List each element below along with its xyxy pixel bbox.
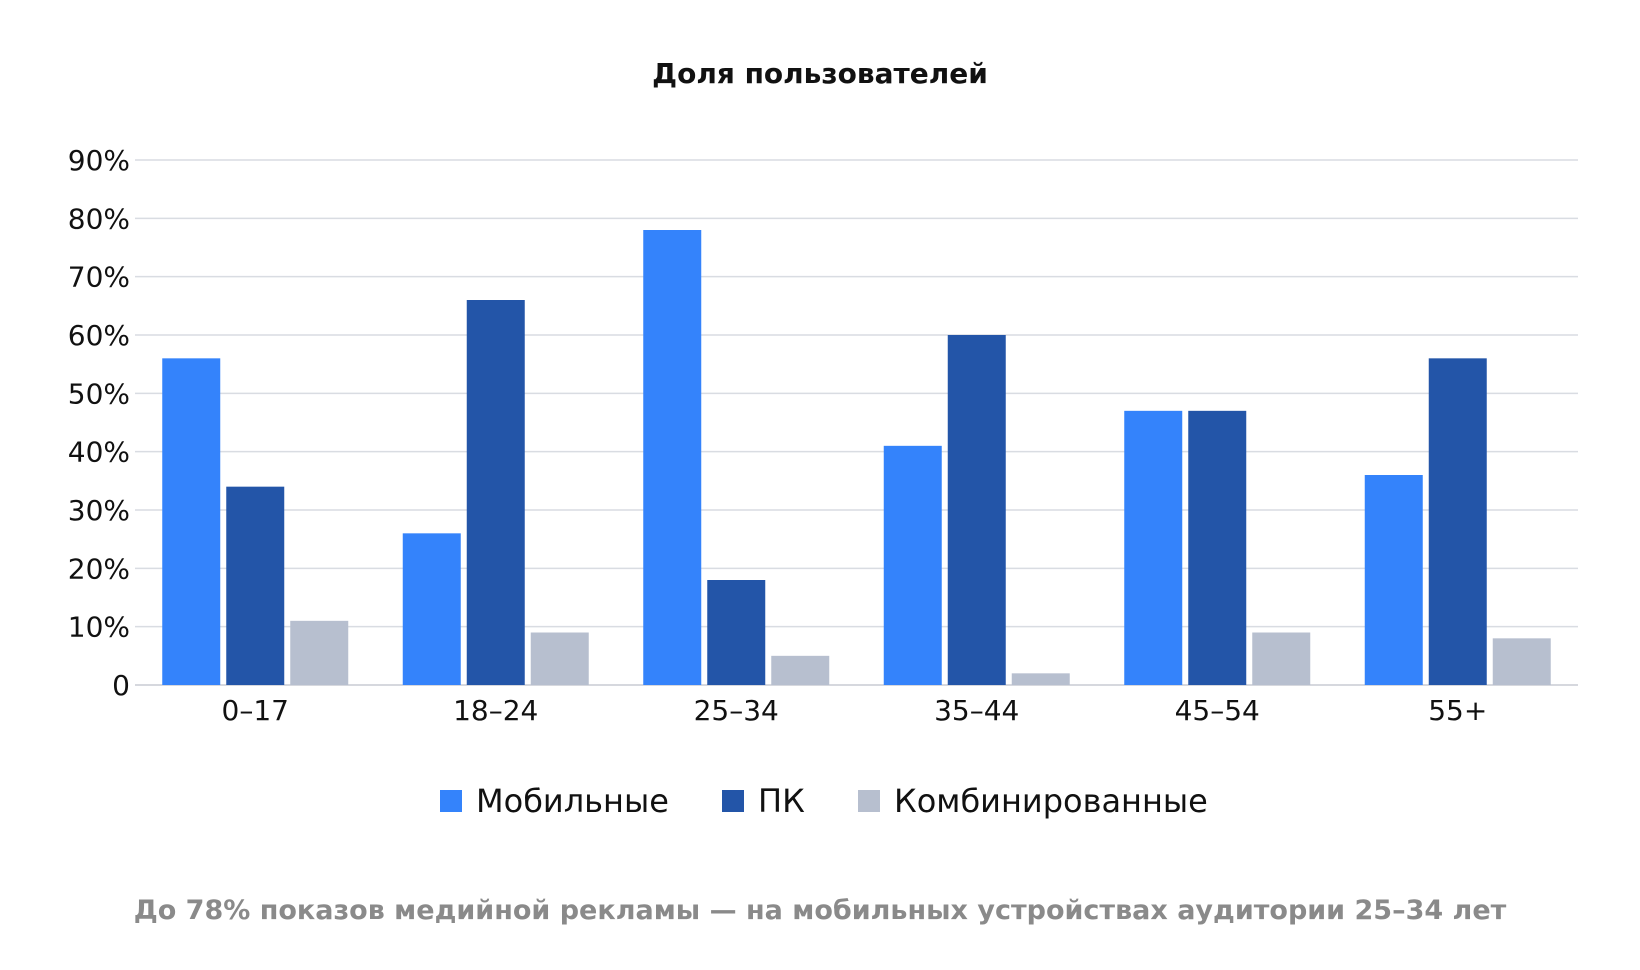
bar-3-5 [1252, 632, 1311, 685]
bar-3-6 [1492, 638, 1551, 685]
x-tick-label: 25–34 [694, 694, 779, 727]
x-tick-label: 35–44 [934, 694, 1019, 727]
chart-title: Доля пользователей [652, 57, 988, 90]
legend: Мобильные ПК Комбинированные [440, 782, 1208, 820]
bar-1-4 [883, 445, 942, 685]
y-tick-label: 30% [68, 494, 130, 527]
y-tick-label: 90% [68, 144, 130, 177]
bar-2-1 [226, 486, 285, 685]
legend-label: Мобильные [476, 782, 669, 820]
gridlines [135, 159, 1578, 686]
x-tick-label: 18–24 [453, 694, 538, 727]
footnote: До 78% показов медийной рекламы — на моб… [133, 895, 1507, 926]
bar-2-2 [466, 300, 525, 685]
y-tick-label: 0 [112, 669, 130, 702]
y-tick-label: 70% [68, 261, 130, 294]
x-tick-label: 45–54 [1175, 694, 1260, 727]
bar-1-2 [402, 533, 461, 685]
y-tick-label: 10% [68, 611, 130, 644]
y-tick-label: 60% [68, 319, 130, 352]
bar-3-1 [290, 620, 349, 685]
bar-2-5 [1188, 410, 1247, 685]
bar-3-2 [530, 632, 589, 685]
y-axis-ticks: 0 10% 20% 30% 40% 50% 60% 70% 80% 90% [68, 144, 130, 702]
y-tick-label: 40% [68, 436, 130, 469]
y-tick-label: 50% [68, 377, 130, 410]
x-axis-ticks: 0–17 18–24 25–34 35–44 45–54 55+ [222, 694, 1488, 727]
bar-3-3 [771, 655, 830, 685]
bar-3-4 [1011, 673, 1070, 685]
bar-1-3 [643, 230, 702, 685]
legend-swatch [722, 790, 744, 812]
y-tick-label: 80% [68, 202, 130, 235]
legend-swatch [440, 790, 462, 812]
bar-2-6 [1428, 358, 1487, 685]
x-tick-label: 0–17 [222, 694, 289, 727]
bar-1-6 [1364, 475, 1423, 685]
legend-label: ПК [758, 782, 805, 820]
x-tick-label: 55+ [1428, 694, 1487, 727]
y-tick-label: 20% [68, 552, 130, 585]
bar-1-5 [1124, 410, 1183, 685]
bar-2-4 [947, 335, 1006, 685]
legend-swatch [858, 790, 880, 812]
bar-2-3 [707, 580, 766, 685]
legend-label: Комбинированные [894, 782, 1208, 820]
bars [162, 230, 1551, 685]
bar-1-1 [162, 358, 221, 685]
